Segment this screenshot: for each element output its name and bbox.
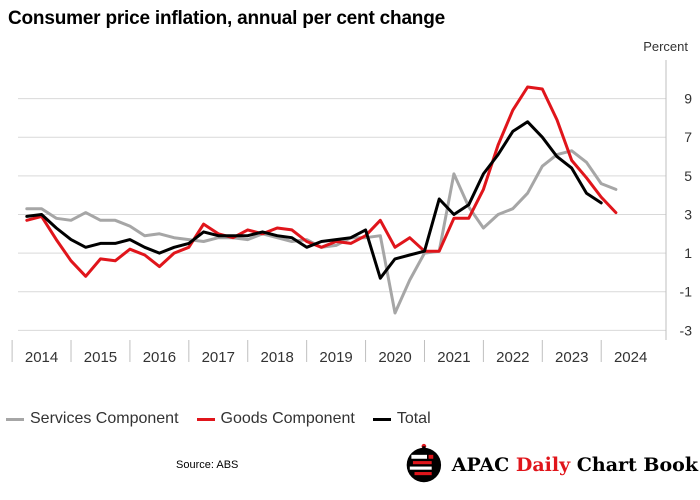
brand-word-daily: Daily [515, 454, 571, 476]
x-tick-label: 2018 [261, 349, 294, 366]
legend-label-goods: Goods Component [220, 410, 355, 427]
x-tick-label: 2015 [84, 349, 117, 366]
x-tick-label: 2016 [143, 349, 176, 366]
brand-emblem-icon [406, 443, 442, 483]
y-tick-label: 3 [684, 206, 692, 222]
y-tick-label: 9 [684, 91, 692, 107]
legend-item-goods: Goods Component [196, 410, 355, 428]
legend-swatch-goods [196, 417, 215, 421]
x-tick-label: 2024 [614, 349, 647, 366]
series-line-services-component [25, 149, 618, 315]
legend-item-total: Total [372, 410, 431, 428]
legend-item-services: Services Component [6, 410, 179, 428]
y-tick-label: 5 [684, 168, 692, 184]
brand-word-chart-book: Chart Book [570, 454, 698, 476]
y-tick-label: 7 [684, 129, 692, 145]
x-tick-label: 2014 [25, 349, 58, 366]
y-tick-label: -1 [680, 284, 693, 300]
x-tick-label: 2021 [437, 349, 470, 366]
brand-logo: APAC Daily Chart Book [402, 436, 698, 494]
chart-title: Consumer price inflation, annual per cen… [8, 8, 445, 29]
series-line-total [25, 120, 603, 280]
legend-label-services: Services Component [30, 410, 179, 427]
legend: Services Component Goods Component Total [6, 410, 449, 428]
y-tick-label: -3 [680, 322, 693, 338]
series-line-goods-component [25, 85, 618, 278]
y-axis-label: Percent [643, 39, 688, 54]
x-tick-label: 2019 [319, 349, 352, 366]
x-tick-label: 2017 [202, 349, 235, 366]
legend-swatch-services [6, 417, 24, 421]
x-tick-label: 2020 [378, 349, 411, 366]
source-note: Source: ABS [176, 459, 239, 471]
x-tick-label: 2022 [496, 349, 529, 366]
legend-label-total: Total [396, 410, 431, 427]
brand-name: APAC Daily Chart Book [452, 454, 698, 476]
legend-swatch-total [372, 417, 391, 421]
y-tick-label: 1 [684, 245, 692, 261]
brand-word-apac: APAC [451, 454, 516, 476]
x-tick-label: 2023 [555, 349, 588, 366]
